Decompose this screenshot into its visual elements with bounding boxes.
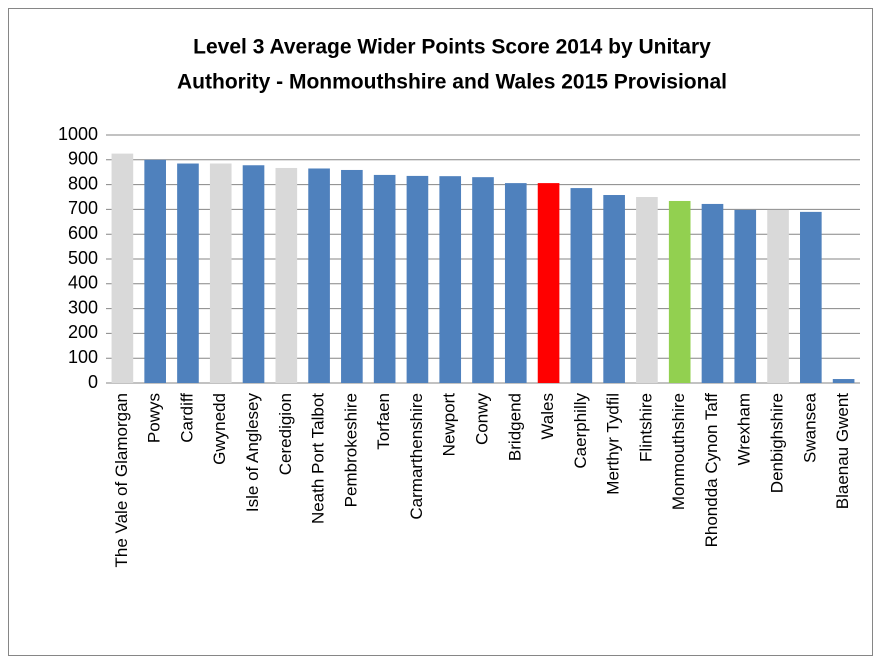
bar — [800, 211, 822, 383]
bar — [439, 176, 462, 383]
y-tick-label: 0 — [88, 372, 98, 392]
bar — [209, 163, 232, 383]
x-tick-label: Isle of Anglesey — [243, 393, 262, 513]
bar — [341, 169, 363, 383]
x-tick-label: Ceredigion — [276, 393, 295, 475]
bar — [570, 188, 593, 383]
y-tick-label: 700 — [68, 198, 98, 218]
bar — [144, 159, 166, 383]
x-tick-label: Monmouthshire — [669, 393, 688, 510]
y-tick-label: 1000 — [58, 124, 98, 144]
bar — [472, 177, 494, 383]
x-tick-label: Pembrokeshire — [341, 393, 360, 507]
y-tick-label: 400 — [68, 273, 98, 293]
bar — [767, 209, 789, 383]
bar — [832, 379, 855, 383]
x-tick-label: Wales — [538, 393, 557, 440]
bar — [668, 200, 691, 383]
x-tick-label: Conwy — [472, 393, 491, 445]
bar — [734, 209, 757, 383]
x-tick-label: Torfaen — [374, 393, 393, 450]
x-tick-label: Newport — [440, 393, 459, 457]
chart-title: Level 3 Average Wider Points Score 2014 … — [193, 36, 711, 59]
bar — [537, 183, 560, 383]
bar — [603, 195, 625, 383]
x-tick-label: Cardiff — [177, 393, 196, 443]
bar — [373, 174, 396, 383]
x-tick-label: Gwynedd — [210, 393, 229, 465]
x-tick-label: The Vale of Glamorgan — [112, 393, 131, 568]
bar — [504, 183, 527, 383]
x-tick-label: Rhondda Cynon Taff — [702, 393, 721, 548]
y-tick-label: 500 — [68, 248, 98, 268]
y-tick-label: 200 — [68, 322, 98, 342]
y-tick-label: 600 — [68, 223, 98, 243]
y-tick-label: 100 — [68, 347, 98, 367]
x-tick-label: Powys — [145, 393, 164, 443]
x-tick-label: Swansea — [800, 392, 819, 462]
x-tick-label: Blaenau Gwent — [833, 393, 852, 510]
x-tick-label: Bridgend — [505, 393, 524, 461]
bar — [242, 165, 265, 383]
y-tick-label: 800 — [68, 173, 98, 193]
bar — [406, 175, 429, 383]
bar — [701, 203, 724, 383]
x-tick-label: Caerphilly — [571, 393, 590, 469]
chart-title: Authority - Monmouthshire and Wales 2015… — [177, 71, 727, 94]
bar — [177, 163, 199, 383]
x-tick-label: Flintshire — [636, 393, 655, 462]
x-tick-label: Neath Port Talbot — [309, 393, 328, 524]
y-tick-label: 300 — [68, 297, 98, 317]
x-tick-label: Carmarthenshire — [407, 393, 426, 520]
bar — [275, 167, 298, 383]
y-tick-label: 900 — [68, 149, 98, 169]
x-tick-label: Wrexham — [735, 393, 754, 465]
x-tick-label: Merthyr Tydfil — [604, 393, 623, 495]
bar — [111, 153, 134, 383]
x-tick-label: Denbighshire — [768, 393, 787, 493]
bar — [636, 197, 658, 383]
bar — [308, 168, 330, 383]
